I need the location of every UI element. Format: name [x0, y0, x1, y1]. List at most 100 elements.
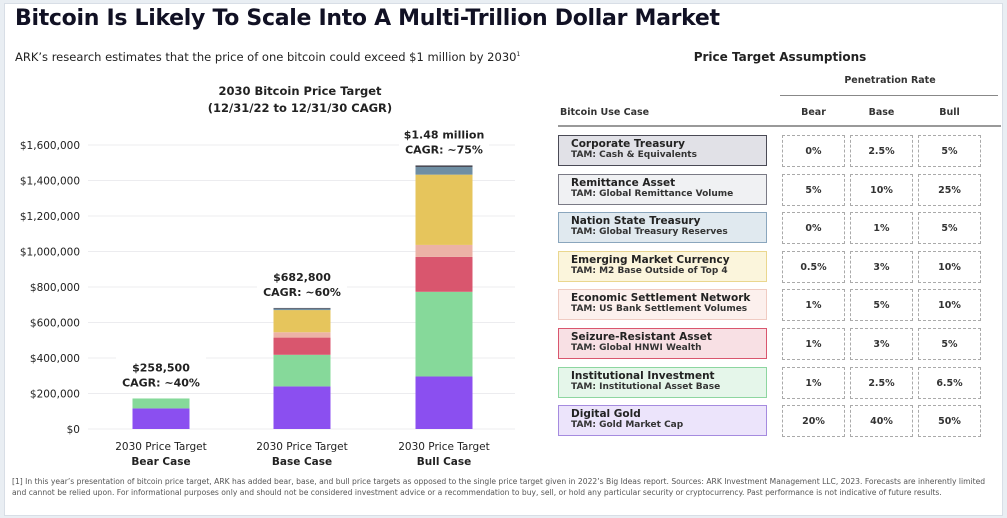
bar-segment [273, 354, 331, 387]
table-row: Emerging Market Currency TAM: M2 Base Ou… [558, 250, 1000, 284]
use-case-name: Digital Gold [571, 408, 641, 421]
bull-rate-cell: 5% [918, 212, 981, 245]
bull-rate-cell: 25% [918, 173, 981, 206]
use-case-tam: TAM: M2 Base Outside of Top 4 [571, 265, 728, 276]
use-case-cell: Seizure-Resistant Asset TAM: Global HNWI… [558, 328, 767, 359]
base-rate-cell: 10% [850, 173, 913, 206]
y-tick-label: $0 [67, 424, 80, 436]
use-case-name: Remittance Asset [571, 176, 676, 189]
bar-segment [273, 332, 331, 338]
footnote: [1] In this year’s presentation of bitco… [12, 477, 986, 497]
bear-rate-cell: 0% [782, 212, 845, 245]
bar-segment [415, 244, 473, 257]
y-tick-label: $1,400,000 [20, 176, 80, 188]
use-case-cell: Institutional Investment TAM: Institutio… [558, 366, 767, 398]
bar-cagr-label: CAGR: ~75% [405, 143, 483, 156]
y-tick-label: $200,000 [30, 389, 80, 401]
bear-rate-cell: 0.5% [782, 250, 845, 283]
y-tick-label: $600,000 [30, 318, 80, 330]
bull-rate-cell: 10% [918, 250, 981, 283]
bear-rate-cell: 1% [782, 328, 845, 360]
base-rate-cell: 5% [850, 289, 913, 322]
base-rate-cell: 2.5% [850, 135, 913, 167]
y-tick-label: $1,600,000 [20, 140, 80, 152]
chart-subtitle: (12/31/22 to 12/31/30 CAGR) [207, 101, 393, 115]
base-rate-cell: 3% [850, 328, 913, 360]
use-case-tam: TAM: Cash & Equivalents [571, 150, 697, 160]
annotation-background [399, 121, 489, 160]
use-case-name: Emerging Market Currency [571, 253, 730, 266]
use-case-name: Corporate Treasury [571, 138, 686, 150]
penetration-rate-divider [780, 95, 998, 96]
bar-total-label: $1.48 million [404, 128, 485, 141]
subtitle-footnote-marker: 1 [516, 51, 521, 59]
use-case-cell: Emerging Market Currency TAM: M2 Base Ou… [558, 250, 767, 282]
bear-rate-cell: 1% [782, 366, 845, 399]
x-tick-label: 2030 Price Target [115, 441, 207, 453]
y-tick-label: $1,000,000 [20, 247, 80, 259]
page-subtitle: ARK’s research estimates that the price … [15, 50, 520, 64]
bar-total-label: $682,800 [273, 271, 331, 284]
table-row: Economic Settlement Network TAM: US Bank… [558, 289, 1000, 322]
bar-cagr-label: CAGR: ~40% [122, 376, 200, 389]
bear-header: Bear [801, 107, 826, 118]
use-case-cell: Corporate Treasury TAM: Cash & Equivalen… [558, 135, 767, 166]
bull-header: Bull [939, 107, 960, 118]
bull-rate-cell: 5% [918, 328, 981, 360]
use-case-cell: Remittance Asset TAM: Global Remittance … [558, 173, 767, 205]
base-header: Base [868, 107, 895, 118]
x-tick-label: 2030 Price Target [398, 441, 490, 453]
table-row: Digital Gold TAM: Gold Market Cap 20% 40… [558, 405, 1000, 438]
bar-segment [415, 165, 473, 168]
bear-rate-cell: 0% [782, 135, 845, 167]
bar-segment [273, 337, 331, 355]
use-case-name: Institutional Investment [571, 369, 715, 382]
annotation-background [257, 263, 347, 302]
bar-segment [273, 307, 331, 309]
x-tick-label-case: Bear Case [131, 456, 190, 468]
bull-rate-cell: 10% [918, 289, 981, 322]
use-case-name: Economic Settlement Network [571, 292, 751, 305]
bar-segment [273, 308, 331, 311]
bar-segment [273, 310, 331, 333]
bear-rate-cell: 1% [782, 289, 845, 322]
use-case-tam: TAM: US Bank Settlement Volumes [571, 304, 748, 315]
use-case-cell: Nation State Treasury TAM: Global Treasu… [558, 212, 767, 244]
page-title: Bitcoin Is Likely To Scale Into A Multi-… [15, 6, 720, 31]
y-tick-label: $400,000 [30, 353, 80, 365]
base-rate-cell: 2.5% [850, 366, 913, 399]
bar-segment [415, 291, 473, 377]
use-case-name: Seizure-Resistant Asset [571, 331, 712, 343]
use-case-cell: Economic Settlement Network TAM: US Bank… [558, 289, 767, 321]
bar-segment [273, 386, 331, 429]
use-case-tam: TAM: Gold Market Cap [571, 420, 684, 431]
bar-total-label: $258,500 [132, 361, 190, 374]
bull-rate-cell: 5% [918, 135, 981, 167]
chart-title: 2030 Bitcoin Price Target [218, 84, 382, 98]
base-rate-cell: 1% [850, 212, 913, 245]
bar-segment [415, 376, 473, 429]
bear-rate-cell: 20% [782, 405, 845, 438]
x-tick-label-case: Base Case [272, 456, 332, 468]
use-case-tam: TAM: Institutional Asset Base [571, 381, 721, 392]
bull-rate-cell: 6.5% [918, 366, 981, 399]
use-case-cell: Digital Gold TAM: Gold Market Cap [558, 405, 767, 437]
bar-segment [415, 167, 473, 175]
header-divider [558, 125, 1001, 127]
bar-segment [415, 256, 473, 292]
y-tick-label: $800,000 [30, 282, 80, 294]
penetration-rate-header: Penetration Rate [844, 75, 936, 86]
bull-rate-cell: 50% [918, 405, 981, 438]
use-case-header: Bitcoin Use Case [560, 107, 650, 118]
use-case-tam: TAM: Global Remittance Volume [571, 188, 734, 199]
table-row: Remittance Asset TAM: Global Remittance … [558, 173, 1000, 207]
use-case-name: Nation State Treasury [571, 215, 701, 228]
table-row: Institutional Investment TAM: Institutio… [558, 366, 1000, 400]
bar-segment [132, 398, 190, 409]
table-title: Price Target Assumptions [693, 50, 867, 64]
subtitle-text: ARK’s research estimates that the price … [15, 50, 517, 64]
bar-segment [132, 408, 190, 429]
bar-cagr-label: CAGR: ~60% [263, 286, 341, 299]
base-rate-cell: 40% [850, 405, 913, 438]
table-row: Seizure-Resistant Asset TAM: Global HNWI… [558, 328, 1000, 361]
